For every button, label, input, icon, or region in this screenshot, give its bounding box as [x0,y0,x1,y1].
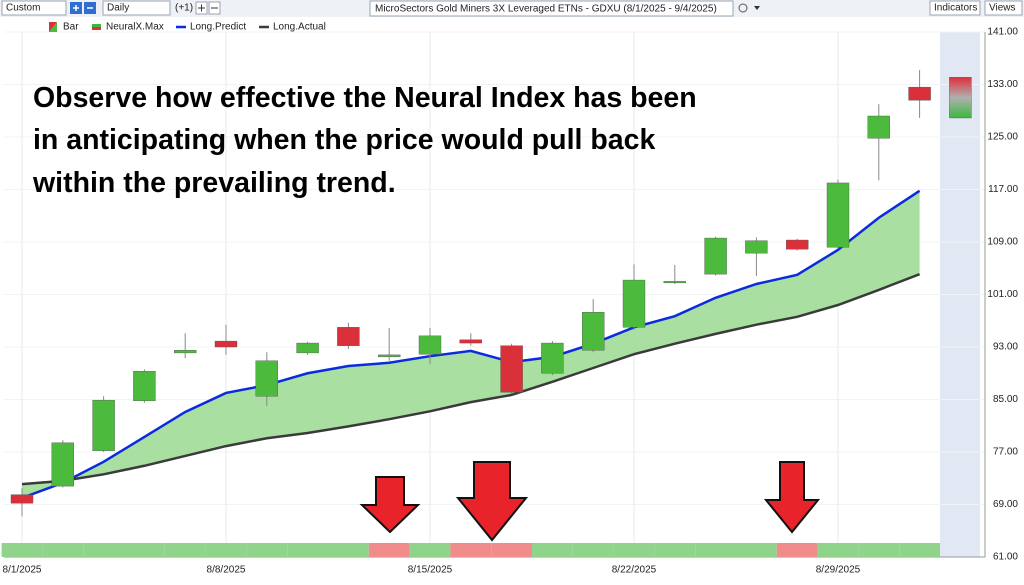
candle-body [133,371,156,402]
candle-body [255,360,279,397]
y-tick-label: 125.00 [987,132,1018,143]
signal-cell [776,543,818,557]
period-dropdown[interactable] [1,0,67,16]
candle-body [173,350,197,354]
x-tick-label: 8/22/2025 [612,565,657,576]
signal-cell [287,543,328,557]
signal-cell [736,543,777,557]
legend-label: Long.Actual [273,22,326,33]
annotation: in anticipating when the price would pul… [33,124,655,156]
indicators-button[interactable] [929,0,981,16]
step-icons [198,4,218,12]
arrows [359,461,821,542]
candle-body [949,77,972,119]
candle-body [786,239,809,250]
y-tick-label: 85.00 [993,394,1018,405]
step: (+1) [175,3,193,14]
y-tick-label: 69.00 [993,499,1018,510]
y-tick-label: 117.00 [988,184,1018,195]
menu-icon[interactable] [754,6,760,10]
y-tick-label: 133.00 [987,79,1018,90]
signal-cell [654,543,696,557]
signal-cell [491,543,532,557]
candle-body [908,86,931,101]
signal-cell [42,543,84,557]
signal-cell [246,543,288,557]
annotation: within the prevailing trend. [32,167,396,199]
signal-cell [695,543,736,557]
signal-cell [572,543,614,557]
signal-cell [164,543,206,557]
candle-body [826,182,850,248]
signal-cell [124,543,165,557]
x-tick-label: 8/29/2025 [816,565,861,576]
chart-title: MicroSectors Gold Miners 3X Leveraged ET… [375,4,717,15]
candle-body [214,340,238,348]
legend: Bar NeuralX.Max Long.Predict Long.Actual [49,22,326,33]
period: Custom [6,3,40,14]
candle-body [500,345,523,393]
y-tick-label: 141.00 [987,27,1018,38]
x-tick-label: 8/8/2025 [207,565,246,576]
candle-body [378,354,401,358]
interval-dropdown[interactable] [102,0,171,16]
symbol-box[interactable] [369,0,734,17]
signal-cell [328,543,369,557]
x-tick-label: 8/15/2025 [408,565,453,576]
candle-body [745,240,768,254]
zoom-icons [73,5,93,11]
candle-body [459,339,482,344]
candle-body [541,342,564,374]
y-tick-label: 93.00 [993,342,1018,353]
signal-cell [817,543,859,557]
candle-body [10,494,34,504]
legend-label: NeuralX.Max [106,22,164,33]
signal-cell [613,543,655,557]
candle-body [867,115,890,139]
candle-body [622,279,646,328]
annotation: Observe how effective the Neural Index h… [33,82,697,114]
signal-cell [368,543,410,557]
signal-cell [83,543,124,557]
candle-body [704,237,727,275]
settings-icon[interactable] [738,3,748,13]
candle-body [92,399,115,451]
signal-cell [899,543,940,557]
arrow [763,461,821,534]
signal-cell [409,543,451,557]
y-tick-label: 109.00 [987,237,1018,248]
candle-body [663,281,686,284]
views-button[interactable] [984,0,1023,16]
signal-cell [1,543,43,557]
legend-label: Bar [63,22,79,33]
x-tick-label: 8/1/2025 [3,565,42,576]
interval: Daily [107,3,129,14]
signal-cell [532,543,573,557]
area-fill [22,190,920,498]
arrow [359,476,421,534]
legend-icon [49,22,57,32]
y-tick-label: 101.00 [987,289,1018,300]
candle-body [51,442,74,487]
candle-body [418,335,442,355]
line [21,189,921,500]
indicators: Indicators [934,3,977,14]
signal-cell [450,543,492,557]
arrow [455,461,529,542]
candle-body [337,327,360,346]
legend-label: Long.Predict [190,22,246,33]
legend-icon [92,27,101,30]
plot: 61.00 69.00 77.00 85.00 93.00 101.00 109.00 117… [1,27,1018,576]
signal-cell [858,543,900,557]
legend-icon [92,24,101,27]
views: Views [989,3,1016,14]
signal-cell [205,543,247,557]
candle-body [296,342,319,354]
candle-body [582,312,605,351]
y-tick-label: 61.00 [993,552,1018,563]
y-tick-label: 77.00 [993,447,1018,458]
line [21,272,921,486]
